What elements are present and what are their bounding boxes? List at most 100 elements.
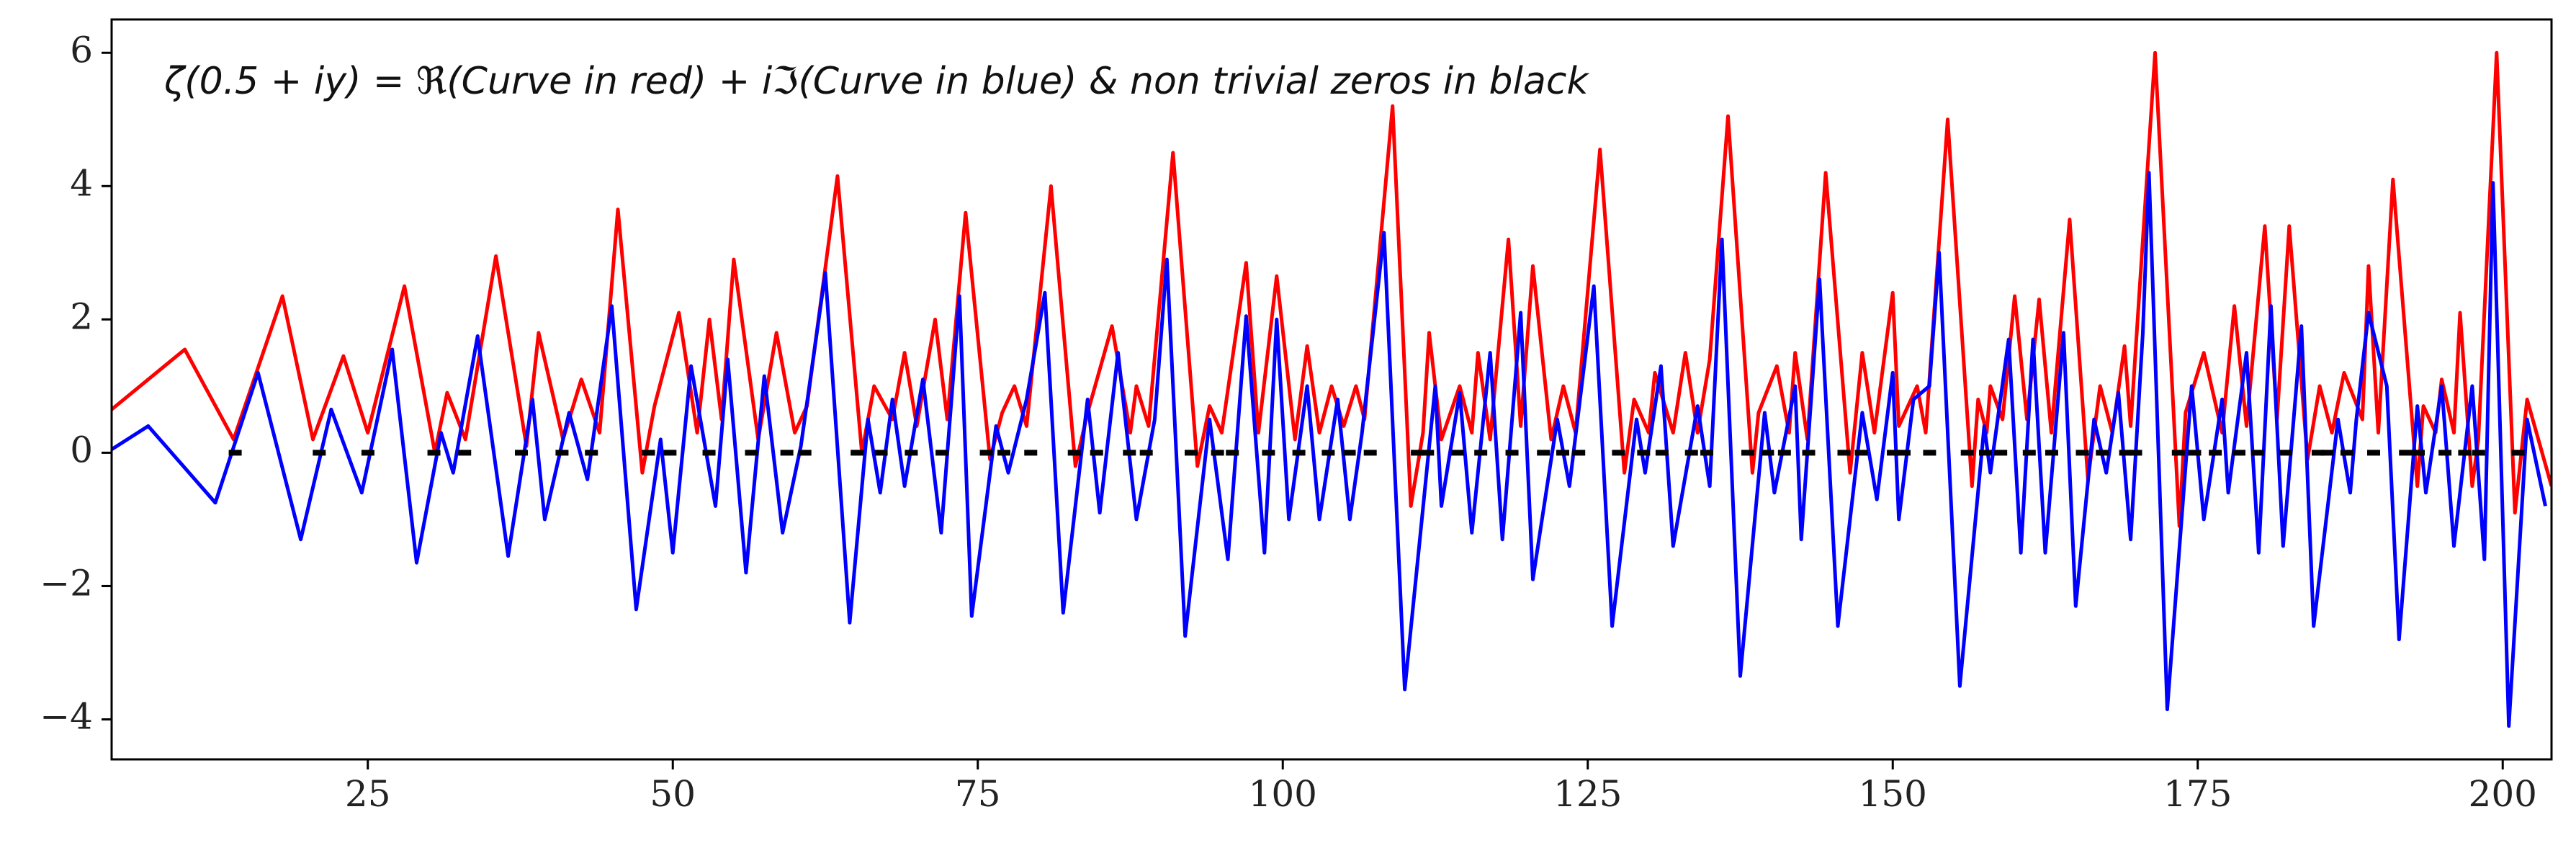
x-tick-label: 200 [2469, 773, 2537, 815]
zero-marker [2340, 450, 2353, 456]
zero-marker [997, 450, 1010, 456]
zero-marker [1411, 450, 1424, 456]
zero-marker [2367, 450, 2381, 456]
y-tick-label: 6 [70, 29, 93, 71]
zero-marker [851, 450, 864, 456]
x-tick-label: 50 [650, 773, 696, 815]
zero-marker [1994, 450, 2008, 456]
zero-marker [2399, 450, 2413, 456]
zero-marker [1854, 450, 1868, 456]
x-tick-label: 125 [1553, 773, 1622, 815]
y-tick-label: −2 [40, 562, 93, 604]
zero-marker [1897, 450, 1911, 456]
zero-marker [702, 450, 716, 456]
zero-marker [1537, 450, 1550, 456]
zero-marker [1960, 450, 1974, 456]
zero-marker [1612, 450, 1625, 456]
zero-marker [905, 450, 918, 456]
zero-marker [874, 450, 888, 456]
zero-marker [427, 450, 441, 456]
zero-marker [1321, 450, 1335, 456]
zero-marker [663, 450, 677, 456]
zero-marker [2251, 450, 2265, 456]
zero-marker [2129, 450, 2142, 456]
zero-marker [1741, 450, 1754, 456]
zero-marker [1421, 450, 1435, 456]
y-tick-label: −4 [40, 695, 93, 737]
zero-marker [1139, 450, 1153, 456]
zero-marker [1700, 450, 1714, 456]
zero-marker [585, 450, 598, 456]
line-series [112, 171, 2547, 728]
zero-marker [780, 450, 794, 456]
zero-marker [1572, 450, 1586, 456]
zero-marker [1090, 450, 1103, 456]
zero-marker [555, 450, 569, 456]
zero-marker [1802, 450, 1816, 456]
zero-marker [2045, 450, 2058, 456]
zero-marker [1123, 450, 1136, 456]
zero-marker [2209, 450, 2222, 456]
zero-marker [979, 450, 993, 456]
x-tick-label: 25 [345, 773, 391, 815]
zero-marker [2171, 450, 2185, 456]
zero-marker [2412, 450, 2425, 456]
zero-marker [1556, 450, 1570, 456]
zero-marker [2311, 450, 2325, 456]
zero-marker [1837, 450, 1851, 456]
zero-marker [935, 450, 949, 456]
x-tick-label: 75 [955, 773, 1001, 815]
zero-marker [1342, 450, 1356, 456]
zero-marker [2458, 450, 2472, 456]
zero-marker [1226, 450, 1239, 456]
zero-marker [1474, 450, 1488, 456]
x-tick-label: 100 [1249, 773, 1317, 815]
zero-marker [228, 450, 242, 456]
zero-marker [2472, 450, 2485, 456]
y-tick-label: 2 [70, 295, 93, 337]
zero-marker [2279, 450, 2292, 456]
y-tick-label: 4 [70, 162, 93, 204]
zero-marker [2119, 450, 2132, 456]
zero-marker [642, 450, 655, 456]
plot-area [112, 50, 2552, 728]
zero-marker [361, 450, 374, 456]
zero-marker [2022, 450, 2036, 456]
zero-marker [2438, 450, 2452, 456]
zero-marker [1887, 450, 1900, 456]
zero-marker [1450, 450, 1464, 456]
zero-marker [1024, 450, 1038, 456]
zero-marker [2320, 450, 2334, 456]
axes-frame [110, 18, 2553, 761]
zero-marker [515, 450, 529, 456]
line-series [112, 50, 2552, 528]
zero-marker [1211, 450, 1224, 456]
chart-title: ζ(0.5 + iy) = ℜ(Curve in red) + iℑ(Curve… [163, 60, 1589, 103]
zero-marker [2511, 450, 2525, 456]
x-tick-label: 150 [1859, 773, 1927, 815]
x-tick-label: 175 [2163, 773, 2232, 815]
y-tick-label: 0 [70, 429, 93, 470]
zero-marker [2232, 450, 2245, 456]
zero-marker [745, 450, 758, 456]
zero-marker [1505, 450, 1519, 456]
zero-marker [1923, 450, 1937, 456]
zero-marker [2075, 450, 2089, 456]
zero-marker [1637, 450, 1651, 456]
zero-marker [313, 450, 326, 456]
zero-marker [1655, 450, 1669, 456]
zero-marker [1777, 450, 1791, 456]
zero-marker [1363, 450, 1377, 456]
zero-marker [1761, 450, 1774, 456]
zero-marker [2188, 450, 2202, 456]
zero-marker [1292, 450, 1306, 456]
zero-marker [1185, 450, 1198, 456]
zero-marker [2096, 450, 2109, 456]
zero-marker [1978, 450, 1992, 456]
zero-marker [1262, 450, 1275, 456]
zero-marker [798, 450, 812, 456]
zero-marker [1684, 450, 1698, 456]
zero-marker [1067, 450, 1081, 456]
